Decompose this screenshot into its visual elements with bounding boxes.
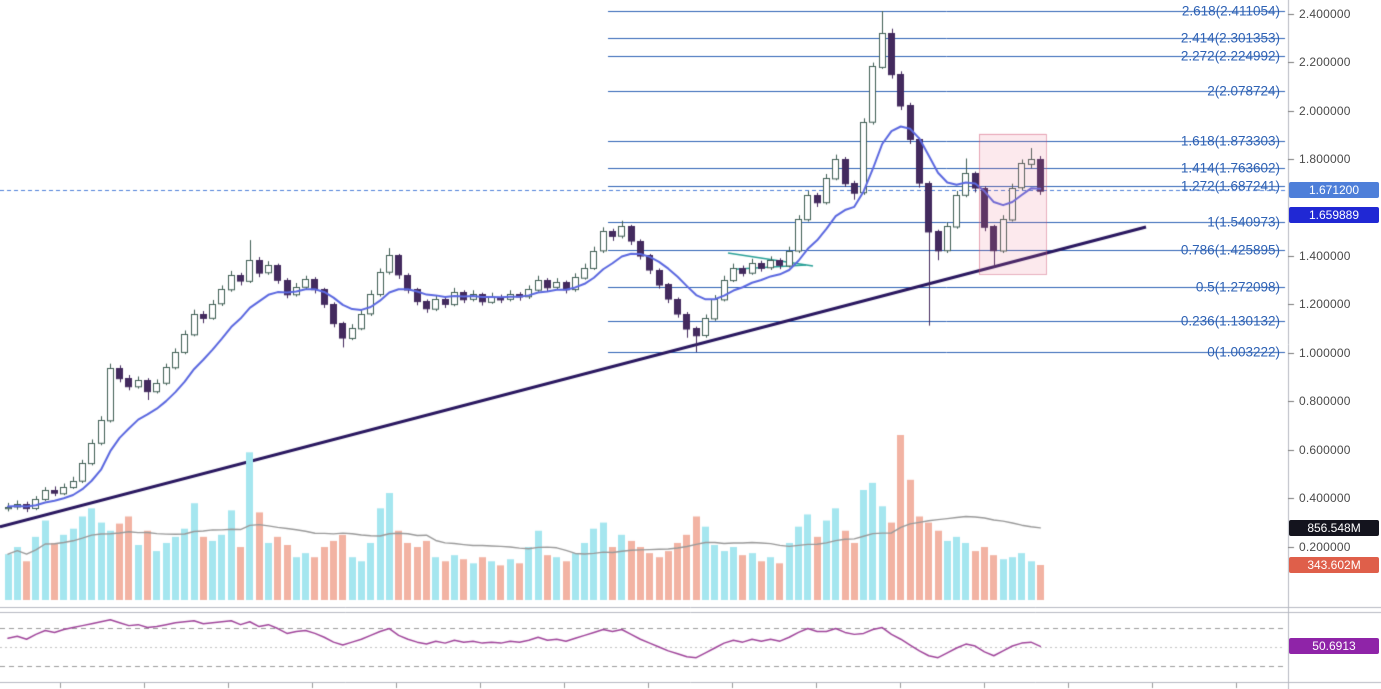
volume-badge: 343.602M (1289, 557, 1379, 573)
fib-level-label: 2.414(2.301353) (1180, 30, 1280, 46)
price-axis-label: 1.200000 (1299, 297, 1351, 312)
price-axis-label: 2.200000 (1299, 55, 1351, 70)
secondary-price-badge: 1.659889 (1289, 207, 1379, 223)
fib-level-label: 1(1.540973) (1207, 214, 1280, 230)
fib-level-label: 0(1.003222) (1207, 344, 1280, 360)
volume-ma-badge: 856.548M (1289, 520, 1379, 536)
fib-level-label: 0.786(1.425895) (1180, 242, 1280, 258)
fib-level-label: 2.272(2.224992) (1180, 48, 1280, 64)
price-axis-label: 1.800000 (1299, 151, 1351, 166)
fib-level-label: 2(2.078724) (1207, 83, 1280, 99)
price-axis-label: 1.000000 (1299, 345, 1351, 360)
fib-level-label: 1.618(1.873303) (1180, 133, 1280, 149)
price-axis-label: 2.000000 (1299, 103, 1351, 118)
fib-level-label: 1.414(1.763602) (1180, 160, 1280, 176)
last-price-badge: 1.671200 (1289, 182, 1379, 198)
price-axis-label: 0.600000 (1299, 442, 1351, 457)
fib-level-label: 0.5(1.272098) (1195, 279, 1280, 295)
price-axis-label: 0.800000 (1299, 394, 1351, 409)
price-axis-label: 2.400000 (1299, 6, 1351, 21)
price-axis-label: 1.400000 (1299, 248, 1351, 263)
fib-level-label: 1.272(1.687241) (1180, 178, 1280, 194)
rsi-value-badge: 50.6913 (1289, 638, 1379, 654)
price-axis-label: 0.400000 (1299, 491, 1351, 506)
fib-level-label: 2.618(2.411054) (1181, 3, 1280, 19)
price-axis-label: 0.200000 (1299, 539, 1351, 554)
fib-level-label: 0.236(1.130132) (1180, 313, 1280, 329)
